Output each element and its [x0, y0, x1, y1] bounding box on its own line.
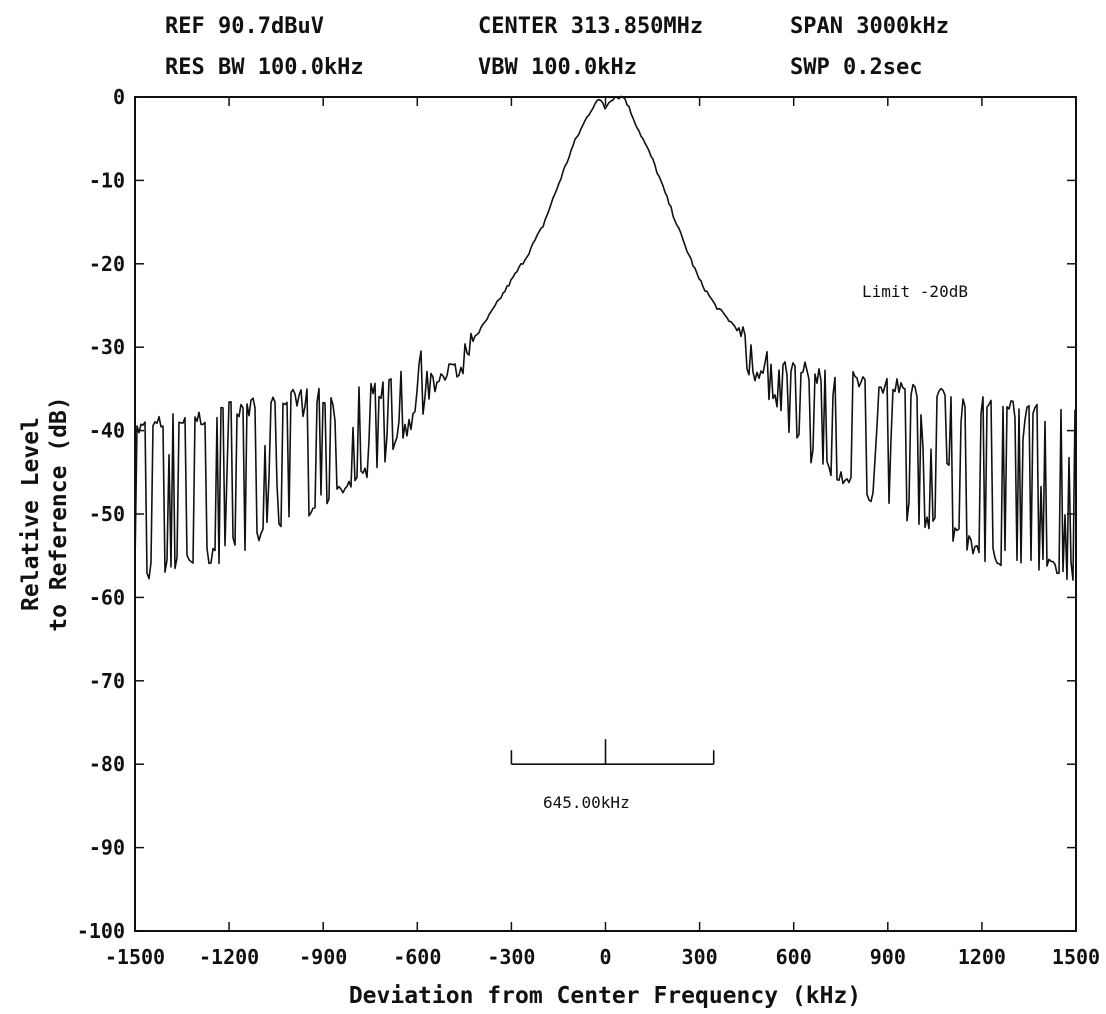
x-tick-label: 600: [776, 945, 812, 969]
y-axis-label-line2: to Reference (dB): [46, 396, 72, 631]
spectrum-trace: [134, 95, 1076, 581]
header-vbw: VBW 100.0kHz: [478, 55, 637, 80]
header-span: SPAN 3000kHz: [790, 14, 949, 39]
x-tick-label: -900: [299, 945, 347, 969]
tick-labels: -1500 -1200 -900 -600 -300 0 300 600 900 1200 1500…: [77, 85, 1100, 969]
x-tick-label: -300: [487, 945, 535, 969]
y-tick-label: -70: [89, 669, 125, 693]
x-tick-label: 0: [599, 945, 611, 969]
y-tick-label: -30: [89, 335, 125, 359]
x-tick-label: -600: [393, 945, 441, 969]
y-tick-label: 0: [113, 85, 125, 109]
limit-annotation: Limit -20dB: [862, 282, 968, 301]
y-tick-label: -60: [89, 585, 125, 609]
x-axis-label: Deviation from Center Frequency (kHz): [349, 983, 861, 1009]
y-tick-label: -50: [89, 502, 125, 526]
header-ref: REF 90.7dBuV: [165, 14, 324, 39]
x-tick-label: 1500: [1052, 945, 1100, 969]
y-tick-label: -100: [77, 919, 125, 943]
y-tick-label: -10: [89, 168, 125, 192]
x-tick-label: 900: [870, 945, 906, 969]
header-center: CENTER 313.850MHz: [478, 14, 704, 39]
bandwidth-annotation: 645.00kHz: [543, 793, 630, 812]
header-res-bw: RES BW 100.0kHz: [165, 55, 364, 80]
x-tick-label: -1200: [199, 945, 259, 969]
bandwidth-marker: [510, 739, 715, 766]
y-tick-label: -20: [89, 252, 125, 276]
y-tick-label: -40: [89, 419, 125, 443]
x-tick-label: 1200: [958, 945, 1006, 969]
x-tick-label: -1500: [105, 945, 165, 969]
header-swp: SWP 0.2sec: [790, 55, 923, 80]
y-tick-label: -90: [89, 836, 125, 860]
y-axis-label-line1: Relative Level: [18, 417, 44, 611]
x-tick-label: 300: [682, 945, 718, 969]
y-tick-label: -80: [89, 752, 125, 776]
